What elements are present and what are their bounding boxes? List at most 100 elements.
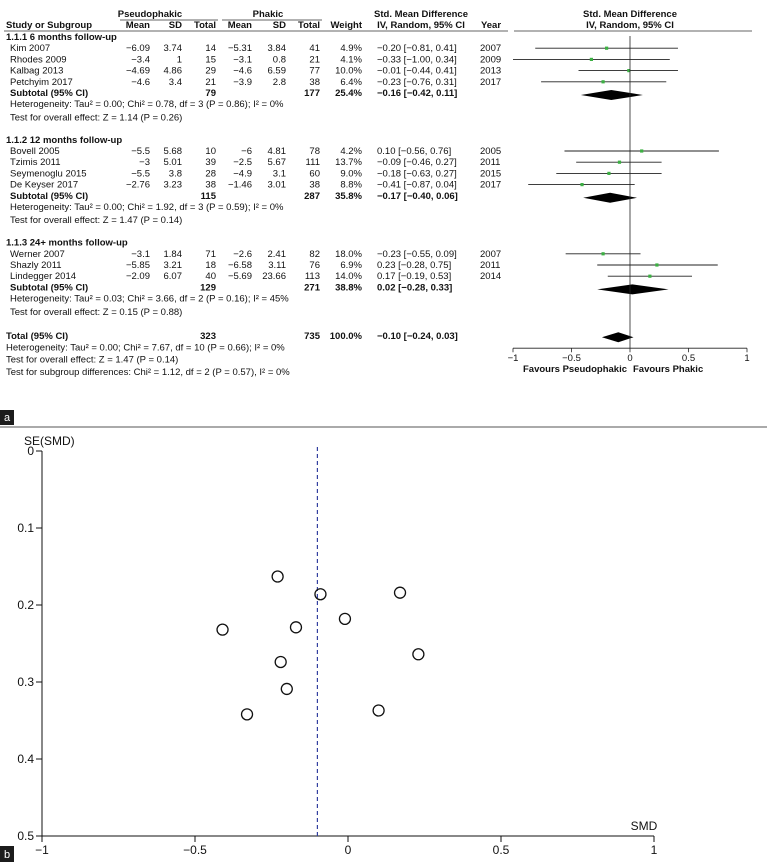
study-n1: 71 <box>205 249 216 260</box>
sd-header-1: SD <box>169 20 182 31</box>
study-ci: −0.09 [−0.46, 0.27] <box>377 157 457 168</box>
subtotal-ci: −0.16 [−0.42, 0.11] <box>377 88 457 99</box>
total-header-2: Total <box>298 20 320 31</box>
study-point <box>274 655 287 669</box>
mean-header-2: Mean <box>228 20 252 31</box>
overall-effect-text: Test for overall effect: Z = 1.14 (P = 0… <box>10 112 182 123</box>
study-sd1: 5.01 <box>164 157 183 168</box>
study-ci: −0.41 [−0.87, 0.04] <box>377 180 457 191</box>
study-n1: 38 <box>205 180 216 191</box>
group-phakic-header: Phakic <box>253 9 284 20</box>
study-n2: 38 <box>309 180 320 191</box>
study-w: 13.7% <box>335 157 362 168</box>
subtotal-weight: 25.4% <box>335 88 362 99</box>
heterogeneity-text: Heterogeneity: Tau² = 0.00; Chi² = 0.78,… <box>10 99 284 110</box>
study-m2: −4.6 <box>233 66 252 77</box>
study-n2: 78 <box>309 146 320 157</box>
study-name: Lindegger 2014 <box>10 271 76 282</box>
study-year: 2014 <box>480 271 501 282</box>
study-w: 4.1% <box>340 54 362 65</box>
study-w: 9.0% <box>340 168 362 179</box>
funnel-plot-panel: 00.10.20.30.40.5−1 −0.5 0 0.5 1SE(SMD)SMD b <box>0 434 658 862</box>
heterogeneity-text: Heterogeneity: Tau² = 0.00; Chi² = 1.92,… <box>10 202 284 213</box>
study-n1: 15 <box>205 54 216 65</box>
study-ci: −0.01 [−0.44, 0.41] <box>377 66 457 77</box>
study-ci: −0.23 [−0.76, 0.31] <box>377 77 457 88</box>
panel-label-box <box>0 410 14 425</box>
study-sd1: 4.86 <box>164 66 183 77</box>
study-n1: 21 <box>205 77 216 88</box>
forest-tick-label: 0 <box>627 353 632 364</box>
study-w: 6.4% <box>340 77 362 88</box>
study-point <box>280 682 293 696</box>
study-m2: −5.69 <box>228 271 252 282</box>
study-name: Rhodes 2009 <box>10 54 67 65</box>
plot-header-sub: IV, Random, 95% CI <box>586 20 674 31</box>
study-year: 2011 <box>480 157 500 168</box>
total-n1: 323 <box>200 331 216 342</box>
effect-square <box>605 46 609 50</box>
total-n2: 735 <box>304 331 321 342</box>
study-m2: −4.9 <box>233 168 252 179</box>
study-w: 4.2% <box>340 146 362 157</box>
study-w: 18.0% <box>335 249 362 260</box>
total-heterogeneity: Heterogeneity: Tau² = 0.00; Chi² = 7.67,… <box>6 342 285 353</box>
study-point <box>216 623 229 636</box>
heterogeneity-text: Heterogeneity: Tau² = 0.03; Chi² = 3.66,… <box>10 294 289 305</box>
study-m2: −6 <box>241 146 252 157</box>
total-header-1: Total <box>194 20 216 31</box>
subtotal-weight: 35.8% <box>335 191 362 202</box>
study-year: 2017 <box>480 77 501 88</box>
study-n1: 18 <box>205 260 216 271</box>
study-ci: −0.20 [−0.81, 0.41] <box>377 43 457 54</box>
study-n1: 28 <box>205 168 216 179</box>
panel-label-a: a <box>4 412 11 424</box>
study-name: Petchyim 2017 <box>10 77 73 88</box>
study-point <box>372 704 385 717</box>
subtotal-diamond <box>597 284 669 295</box>
subtotal-diamond <box>580 90 643 100</box>
study-name: De Keyser 2017 <box>10 180 78 191</box>
study-sd2: 4.81 <box>268 146 287 157</box>
funnel-x-tick-label: 1 <box>651 843 658 857</box>
study-m2: −5.31 <box>228 43 252 54</box>
subtotal-label: Subtotal (95% CI) <box>10 282 88 293</box>
subtotal-n1: 115 <box>201 191 217 202</box>
study-n1: 29 <box>205 66 216 77</box>
effect-square <box>627 69 631 73</box>
plot-header-top: Std. Mean Difference <box>583 9 677 20</box>
funnel-y-tick-label: 0 <box>27 444 34 458</box>
total-label: Total (95% CI) <box>6 331 68 342</box>
study-m1: −3 <box>139 157 150 168</box>
study-point <box>289 621 303 634</box>
effect-square <box>617 160 622 164</box>
subtotal-diamond <box>583 192 638 203</box>
weight-header: Weight <box>331 20 363 31</box>
total-diamond <box>601 332 634 343</box>
subtotal-label: Subtotal (95% CI) <box>10 88 88 99</box>
study-m1: −2.76 <box>126 180 150 191</box>
study-ci: −0.23 [−0.55, 0.09] <box>377 249 457 260</box>
group-pseudophakic-header: Pseudophakic <box>118 9 182 20</box>
study-sd1: 3.74 <box>164 43 183 54</box>
forest-tick-label: 1 <box>744 353 749 364</box>
panel-label-b: b <box>4 849 10 861</box>
study-sd2: 0.8 <box>273 54 286 65</box>
subtotal-ci: 0.02 [−0.28, 0.33] <box>377 282 452 293</box>
study-m2: −6.58 <box>228 260 252 271</box>
effect-square <box>589 57 593 61</box>
study-m1: −2.09 <box>126 271 150 282</box>
study-ci: 0.23 [−0.28, 0.75] <box>377 260 451 271</box>
study-sd1: 3.23 <box>164 180 183 191</box>
study-point <box>314 588 327 601</box>
study-sd1: 6.07 <box>164 271 183 282</box>
study-sd2: 3.1 <box>273 168 286 179</box>
study-n1: 10 <box>205 146 216 157</box>
study-sd1: 1.84 <box>164 249 183 260</box>
study-point <box>338 612 352 626</box>
study-name: Shazly 2011 <box>10 260 62 271</box>
forest-tick-label: −1 <box>508 353 519 364</box>
study-n1: 40 <box>205 271 216 282</box>
